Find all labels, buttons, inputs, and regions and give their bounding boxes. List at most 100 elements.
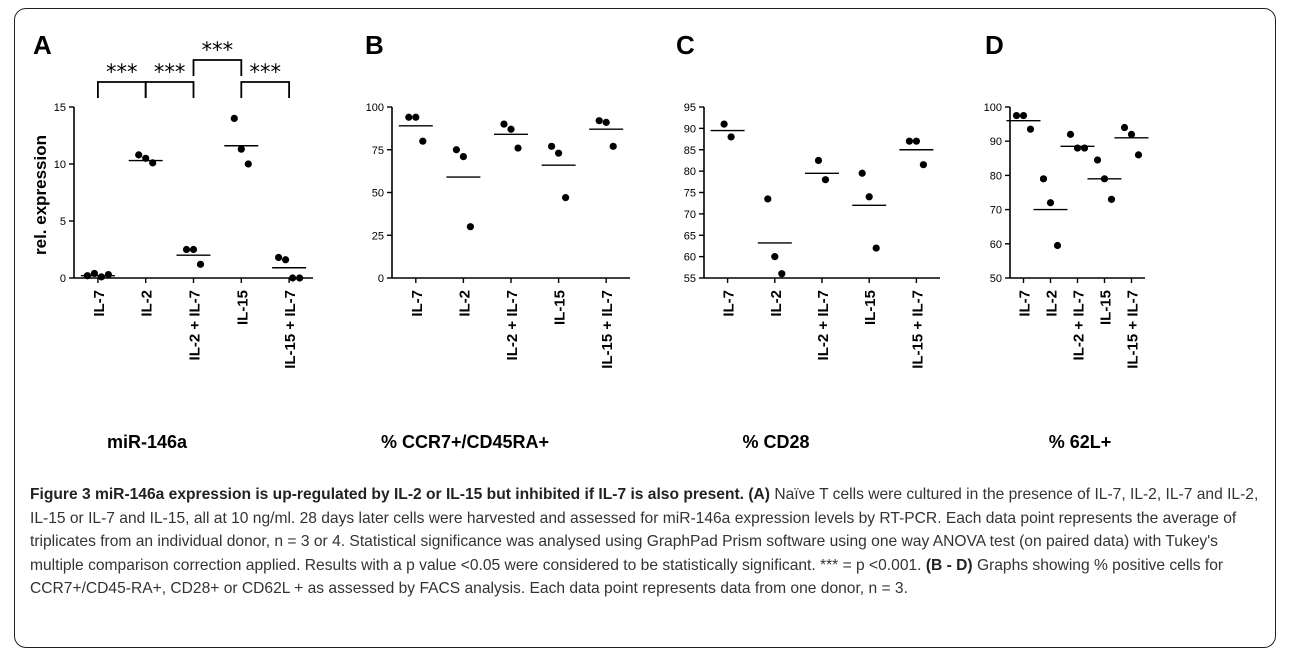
y-tick-label: 60	[990, 239, 1002, 251]
data-point	[135, 151, 143, 159]
data-point	[1012, 111, 1021, 120]
y-axis-label: rel. expression	[31, 135, 50, 255]
data-point	[142, 154, 150, 162]
y-tick-label: 65	[684, 230, 696, 242]
x-tick-label-il-2: IL-2	[768, 290, 785, 317]
y-tick-label: 80	[990, 170, 1002, 182]
data-point	[548, 142, 556, 150]
significance-label: ***	[106, 60, 138, 84]
y-tick-label: 0	[60, 273, 66, 285]
panel-letter-a: A	[33, 30, 52, 60]
y-tick-label: 5	[60, 216, 66, 228]
x-tick-label-il-15: IL-15	[1098, 290, 1115, 325]
caption-bd-label: (B - D)	[925, 556, 973, 574]
x-tick-label-il-7: IL-7	[721, 290, 738, 317]
data-point	[1093, 156, 1102, 164]
data-point	[1073, 144, 1082, 152]
data-point	[97, 273, 105, 281]
y-tick-label: 100	[366, 102, 384, 114]
significance-bracket	[97, 81, 147, 98]
data-point	[595, 117, 603, 125]
data-point	[1053, 241, 1062, 250]
x-tick-label-il-15: IL-15	[552, 290, 569, 325]
y-tick-label: 70	[990, 205, 1002, 217]
data-point	[919, 161, 928, 169]
data-point	[562, 194, 570, 202]
x-tick-label-il-15-il-7: IL-15 + IL-7	[282, 290, 299, 369]
x-tick-label-il-15-il-7: IL-15 + IL-7	[909, 290, 926, 369]
panel-b: B % CCR7+/CD45RA+ 0 25 50 75 100 IL-7 IL-2 IL-2…	[365, 30, 630, 452]
significance-bracket	[192, 59, 243, 76]
x-tick-label-il-7: IL-7	[1017, 290, 1034, 317]
data-point	[500, 120, 508, 128]
y-tick-label: 80	[684, 166, 696, 178]
significance-label: ***	[154, 60, 186, 84]
x-tick-label-il-7: IL-7	[409, 290, 426, 317]
significance-label: ***	[202, 38, 234, 62]
y-tick-label: 90	[990, 136, 1002, 148]
data-point	[872, 244, 880, 252]
caption-title: Figure 3 miR-146a expression is up-regul…	[30, 486, 770, 503]
data-point	[282, 256, 290, 264]
x-tick-label-il-2-il-7: IL-2 + IL-7	[1071, 290, 1088, 360]
data-point	[452, 146, 460, 154]
data-point	[814, 156, 823, 165]
data-point	[237, 145, 245, 153]
data-point	[1127, 130, 1136, 138]
data-point	[289, 274, 297, 282]
data-point	[83, 272, 91, 280]
x-tick-label-il-2: IL-2	[139, 290, 156, 317]
data-point	[727, 133, 735, 141]
data-point	[1046, 199, 1055, 207]
x-tick-label-il-2-il-7: IL-2 + IL-7	[187, 290, 204, 360]
panel-b-title: % CCR7+/CD45RA+	[381, 432, 549, 452]
data-point	[778, 270, 786, 278]
y-tick-label: 75	[372, 145, 384, 157]
data-point	[602, 118, 610, 126]
panel-letter-c: C	[676, 30, 695, 60]
x-tick-label-il-2: IL-2	[1044, 290, 1061, 317]
panel-d-title: % 62L+	[1049, 432, 1112, 452]
data-point	[514, 144, 522, 152]
data-point	[1026, 125, 1035, 133]
y-tick-label: 15	[54, 102, 66, 114]
data-point	[149, 159, 157, 167]
data-point	[230, 114, 238, 122]
y-tick-label: 70	[684, 209, 696, 221]
data-point	[609, 142, 617, 150]
data-point	[905, 137, 914, 145]
data-point	[275, 253, 283, 262]
panel-c: C % CD28 55 60 65 70 75 80 85 90 95 IL-7 IL-2 IL-2 …	[676, 30, 940, 452]
data-point	[296, 274, 304, 282]
y-tick-label: 50	[372, 188, 384, 200]
data-point	[1080, 144, 1089, 152]
x-tick-label-il-15-il-7: IL-15 + IL-7	[599, 290, 616, 369]
y-tick-label: 0	[378, 273, 384, 285]
data-point	[858, 169, 866, 177]
x-tick-label-il-15: IL-15	[862, 290, 879, 325]
data-point	[1019, 111, 1028, 120]
data-point	[821, 176, 830, 184]
data-point	[1039, 175, 1048, 183]
panel-letter-b: B	[365, 30, 384, 60]
figure-caption: Figure 3 miR-146a expression is up-regul…	[30, 483, 1270, 601]
data-point	[555, 149, 563, 157]
data-point	[1100, 175, 1109, 183]
data-point	[244, 160, 252, 168]
x-tick-label-il-2: IL-2	[456, 290, 473, 317]
data-point	[720, 120, 728, 128]
significance-bracket	[144, 81, 195, 98]
data-point	[771, 253, 779, 261]
data-point	[912, 137, 921, 145]
data-point	[104, 270, 112, 279]
data-point	[1134, 151, 1143, 159]
data-point	[189, 245, 198, 254]
figure-panels: A rel. expression miR-146a 0 5 10 15 IL-7 IL-…	[31, 30, 1149, 452]
y-tick-label: 60	[684, 252, 696, 264]
panel-letter-d: D	[985, 30, 1004, 60]
data-point	[466, 223, 474, 231]
data-point	[507, 125, 515, 133]
y-tick-label: 100	[984, 102, 1002, 114]
y-tick-label: 25	[372, 230, 384, 242]
x-tick-label-il-15-il-7: IL-15 + IL-7	[1125, 290, 1142, 369]
